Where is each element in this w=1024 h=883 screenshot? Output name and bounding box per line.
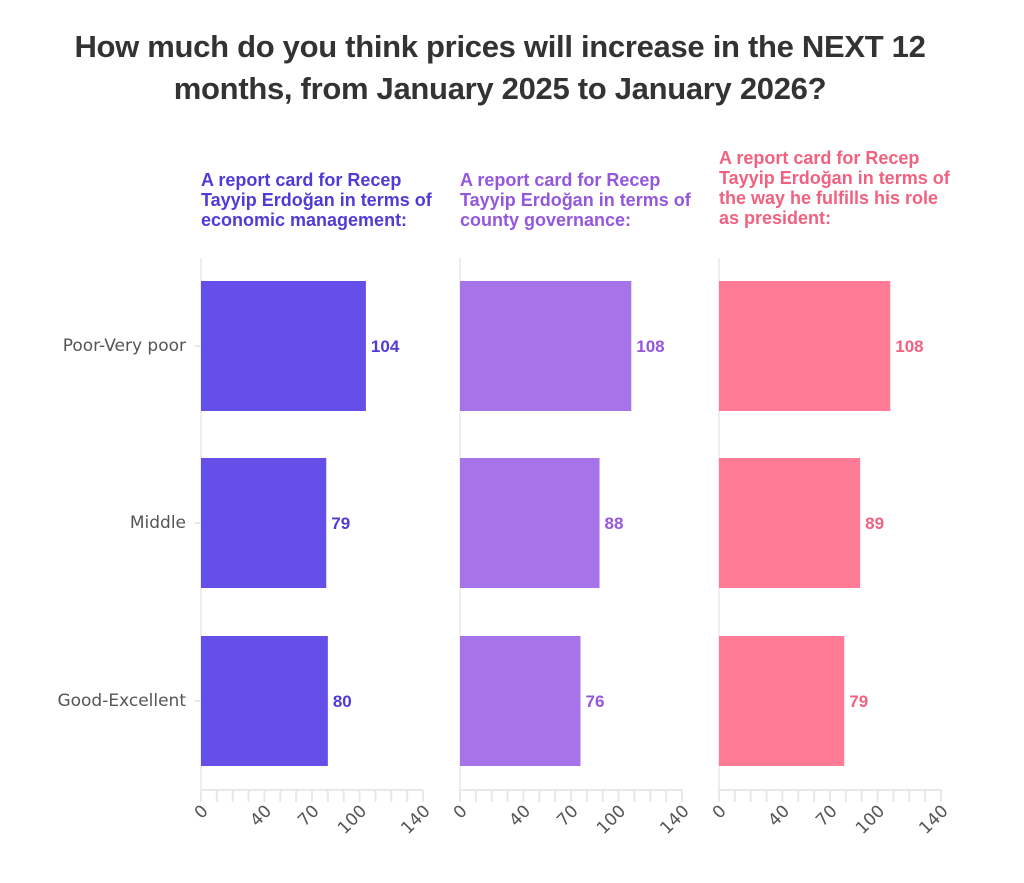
x-tick-label: 140 [915,801,952,838]
x-tick-label: 70 [553,801,582,830]
panel-title-economic-management: A report card for Recep Tayyip Erdoğan i… [201,170,432,230]
bar [460,636,581,766]
bar-value-label: 108 [895,337,923,356]
x-tick-label: 140 [397,801,434,838]
bar-value-label: 79 [331,514,350,533]
category-label-good-excellent: Good-Excellent [57,691,186,711]
x-tick-label: 0 [450,801,472,823]
bar [719,281,891,411]
x-tick-label: 40 [247,801,276,830]
category-label-poor-very-poor: Poor-Very poor [62,336,186,356]
x-tick-label: 100 [593,801,630,838]
panel-title-county-governance: A report card for Recep Tayyip Erdoğan i… [460,170,691,230]
x-tick-label: 70 [294,801,323,830]
bar [460,458,600,588]
x-tick-label: 140 [656,801,693,838]
x-tick-label: 100 [334,801,371,838]
bar-value-label: 108 [636,337,664,356]
bar-value-label: 76 [586,692,605,711]
bar-value-label: 80 [333,692,352,711]
x-tick-label: 0 [191,801,213,823]
bar [201,281,366,411]
chart-title-line-1: How much do you think prices will increa… [74,29,926,64]
chart-title-line-2: months, from January 2025 to January 202… [173,71,827,106]
bar [201,636,328,766]
bar-value-label: 89 [865,514,884,533]
bar-value-label: 79 [849,692,868,711]
x-tick-label: 40 [765,801,794,830]
panel-title-presidential-role: A report card for Recep Tayyip Erdoğan i… [719,148,950,228]
category-label-middle: Middle [129,513,186,533]
bar-value-label: 104 [371,337,400,356]
bar [719,636,845,766]
x-tick-label: 40 [506,801,535,830]
x-tick-label: 0 [709,801,731,823]
chart-title: How much do you think prices will increa… [0,26,1000,110]
bar [201,458,327,588]
bar [719,458,861,588]
x-tick-label: 70 [812,801,841,830]
bar [460,281,632,411]
x-tick-label: 100 [852,801,889,838]
bar-value-label: 88 [605,514,624,533]
